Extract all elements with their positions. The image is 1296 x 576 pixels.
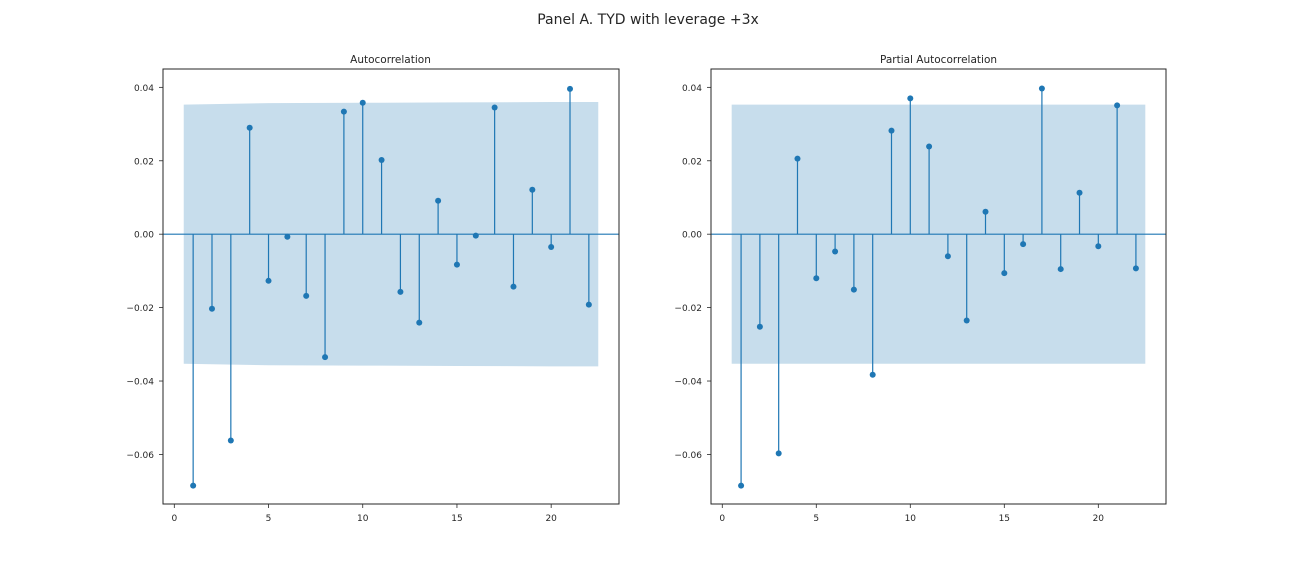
acf-point-lag-12	[397, 288, 404, 295]
acf-point-lag-4	[246, 124, 253, 131]
acf-point-lag-3	[227, 437, 234, 444]
pacf-xtick-label-15: 15	[999, 514, 1010, 524]
acf-ytick-label-1: −0.04	[126, 378, 154, 388]
acf-point-lag-9	[340, 108, 347, 115]
acf-xtick-label-20: 20	[545, 514, 557, 524]
acf-title: Autocorrelation	[350, 54, 431, 66]
acf-point-lag-22	[585, 301, 592, 308]
acf-point-lag-17	[491, 104, 498, 111]
pacf-point-lag-14	[982, 208, 989, 215]
pacf-xtick-label-5: 5	[813, 514, 819, 524]
acf-point-lag-8	[322, 354, 329, 361]
pacf-ytick-label-4: 0.02	[682, 157, 702, 167]
pacf-point-lag-20	[1095, 243, 1102, 250]
acf-point-lag-15	[453, 261, 460, 268]
pacf-point-lag-6	[832, 248, 839, 255]
acf-ytick-label-4: 0.02	[134, 157, 154, 167]
pacf-title: Partial Autocorrelation	[880, 54, 997, 66]
acf-point-lag-1	[190, 482, 197, 489]
pacf-point-lag-18	[1057, 266, 1064, 273]
acf-xtick-label-10: 10	[357, 514, 369, 524]
pacf-ytick-label-0: −0.06	[674, 451, 702, 461]
pacf-point-lag-16	[1020, 241, 1027, 248]
acf-ytick-label-2: −0.02	[126, 304, 154, 314]
pacf-point-lag-13	[963, 317, 970, 324]
acf-axes-frame	[162, 68, 620, 505]
pacf-point-lag-22	[1132, 265, 1139, 272]
pacf-ytick-label-2: −0.02	[674, 304, 702, 314]
pacf-point-lag-2	[756, 323, 763, 330]
pacf-axes-frame	[710, 68, 1167, 505]
acf-point-lag-6	[284, 233, 291, 240]
pacf-point-lag-9	[888, 127, 895, 134]
acf-point-lag-2	[208, 305, 215, 312]
pacf-point-lag-7	[850, 286, 857, 293]
pacf-point-lag-4	[794, 155, 801, 162]
pacf-point-lag-11	[926, 143, 933, 150]
pacf-point-lag-8	[869, 371, 876, 378]
pacf-point-lag-3	[775, 450, 782, 457]
pacf-ytick-label-1: −0.04	[674, 378, 702, 388]
pacf-panel: Partial Autocorrelation 0 5 10 15 20 −0.06 −0.…	[674, 54, 1167, 524]
acf-point-lag-10	[359, 99, 366, 106]
figure-title: Panel A. TYD with leverage +3x	[537, 12, 759, 28]
pacf-xtick-label-0: 0	[719, 514, 725, 524]
pacf-point-lag-19	[1076, 189, 1083, 196]
acf-point-lag-19	[529, 186, 536, 193]
pacf-point-lag-17	[1038, 85, 1045, 92]
pacf-point-lag-5	[813, 275, 820, 282]
acf-point-lag-13	[416, 319, 423, 326]
pacf-xtick-label-10: 10	[905, 514, 917, 524]
acf-point-lag-11	[378, 157, 385, 164]
pacf-xtick-label-20: 20	[1093, 514, 1105, 524]
acf-xtick-label-5: 5	[266, 514, 272, 524]
acf-point-lag-20	[548, 244, 555, 251]
pacf-point-lag-21	[1114, 102, 1121, 109]
pacf-ytick-label-5: 0.04	[682, 84, 702, 94]
pacf-point-lag-1	[738, 482, 745, 489]
pacf-point-lag-12	[944, 253, 951, 260]
acf-ytick-label-0: −0.06	[126, 451, 154, 461]
acf-point-lag-21	[567, 85, 574, 92]
acf-panel: Autocorrelation 0 5 10 15 20 −0.06 −0.04 −0.02 0…	[126, 54, 620, 524]
acf-ytick-label-3: 0.00	[134, 231, 154, 241]
acf-point-lag-14	[435, 197, 442, 204]
acf-point-lag-5	[265, 277, 272, 284]
acf-point-lag-18	[510, 283, 517, 290]
acf-ytick-label-5: 0.04	[134, 84, 154, 94]
acf-xtick-label-15: 15	[451, 514, 462, 524]
acf-xtick-label-0: 0	[171, 514, 177, 524]
pacf-point-lag-10	[907, 95, 914, 102]
acf-point-lag-16	[472, 232, 479, 239]
acf-point-lag-7	[303, 292, 310, 299]
pacf-point-lag-15	[1001, 270, 1008, 277]
pacf-ytick-label-3: 0.00	[682, 231, 702, 241]
